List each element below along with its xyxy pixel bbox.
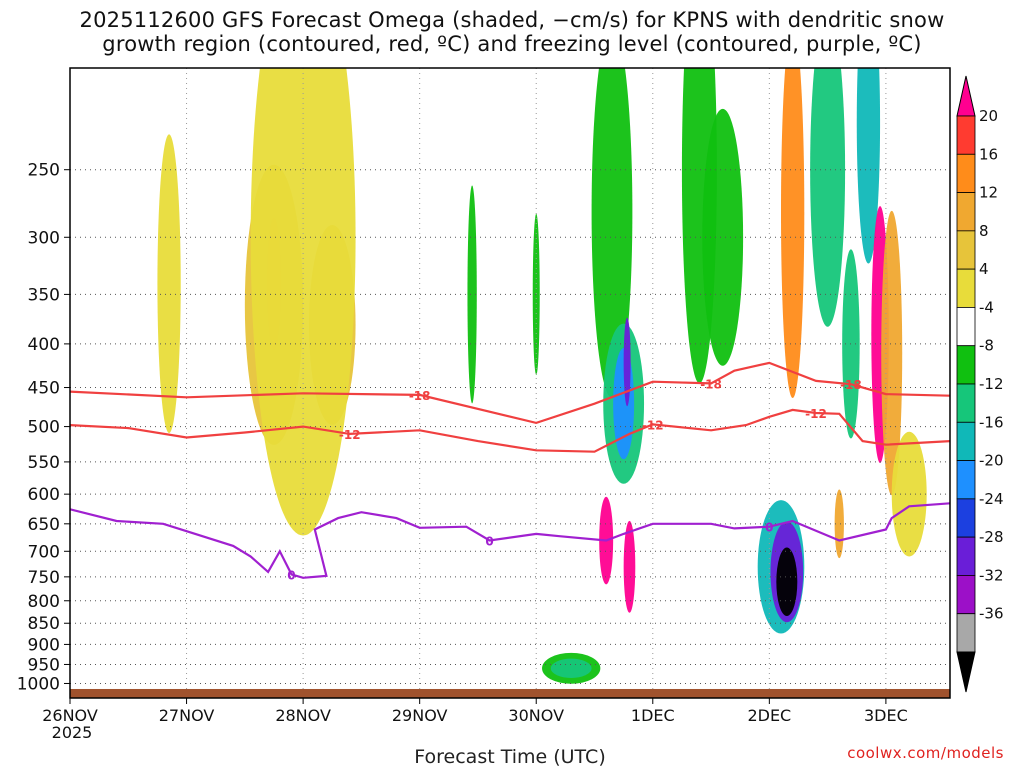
ground-surface	[70, 688, 950, 698]
site-credit[interactable]: coolwx.com/models	[847, 744, 1004, 762]
colorbar-swatch	[956, 268, 976, 308]
contour-line	[70, 408, 950, 453]
omega-shade-region	[623, 520, 636, 613]
contour-label: 0	[485, 535, 493, 549]
omega-shade-region	[780, 68, 805, 398]
omega-shade-region	[834, 489, 844, 559]
y-tick-label: 700	[28, 542, 60, 562]
x-tick-label: 28NOV	[275, 706, 331, 725]
omega-shade-region	[613, 348, 635, 460]
x-tick-label: 29NOV	[392, 706, 448, 725]
colorbar-bottom-triangle	[956, 651, 976, 693]
omega-shade-region	[157, 134, 181, 433]
colorbar-top-triangle	[956, 75, 976, 117]
colorbar-label: -4	[979, 298, 994, 316]
y-tick-label: 500	[28, 418, 60, 438]
omega-shade-region	[250, 68, 356, 536]
y-tick-label: 350	[28, 285, 60, 305]
colorbar-swatch	[956, 345, 976, 385]
colorbar-swatch	[956, 383, 976, 423]
contour-label: -12	[339, 428, 361, 442]
x-tick-label: 30NOV	[508, 706, 564, 725]
x-axis-label: Forecast Time (UTC)	[414, 746, 606, 768]
y-tick-label: 650	[28, 515, 60, 535]
y-tick-label: 550	[28, 453, 60, 473]
chart-title: 2025112600 GFS Forecast Omega (shaded, −…	[79, 8, 945, 32]
contour-label: 0	[287, 568, 295, 582]
contour-label: 0	[765, 521, 773, 535]
omega-shade-region	[623, 317, 631, 407]
colorbar-swatch	[956, 613, 976, 653]
contour-line	[70, 361, 950, 425]
chart-subtitle: growth region (contoured, red, ºC) and f…	[102, 32, 922, 56]
y-tick-label: 1000	[17, 674, 60, 694]
colorbar-swatch	[956, 460, 976, 500]
colorbar-swatch	[956, 230, 976, 270]
omega-shade-region	[810, 68, 846, 327]
colorbar-label: 16	[979, 145, 998, 163]
colorbar-label: -20	[979, 452, 1004, 470]
contour-label: -18	[409, 389, 431, 403]
omega-shade-region	[702, 108, 744, 366]
colorbar-label: 20	[979, 107, 998, 125]
omega-shade-region	[881, 210, 903, 496]
colorbar-swatch	[956, 575, 976, 615]
colorbar-swatch	[956, 536, 976, 576]
omega-shade-region	[591, 68, 633, 398]
y-tick-label: 850	[28, 614, 60, 634]
y-tick-label: 450	[28, 379, 60, 399]
colorbar-label: -28	[979, 528, 1004, 546]
y-tick-label: 250	[28, 161, 60, 181]
colorbar-swatch	[956, 307, 976, 347]
colorbar-label: -12	[979, 375, 1004, 393]
contour-label: -12	[805, 407, 827, 421]
colorbar-label: -36	[979, 605, 1004, 623]
contour-label: -18	[700, 377, 722, 391]
y-tick-label: 300	[28, 228, 60, 248]
contour-label: -18	[840, 378, 862, 392]
omega-shade-region	[891, 431, 927, 557]
contour-line	[70, 502, 950, 579]
omega-shade-region	[467, 185, 477, 404]
x-tick-label: 2DEC	[747, 706, 791, 725]
plot-frame	[69, 67, 951, 699]
colorbar-label: -32	[979, 566, 1004, 584]
colorbar-swatch	[956, 421, 976, 461]
x-year-label: 2025	[52, 723, 93, 742]
y-tick-label: 750	[28, 568, 60, 588]
colorbar-swatch	[956, 498, 976, 538]
y-tick-label: 950	[28, 655, 60, 675]
omega-shade-region	[856, 68, 881, 264]
colorbar-label: -24	[979, 490, 1004, 508]
colorbar-swatch	[956, 192, 976, 232]
y-tick-label: 400	[28, 335, 60, 355]
y-tick-label: 900	[28, 635, 60, 655]
colorbar-label: 8	[979, 222, 989, 240]
y-tick-label: 600	[28, 485, 60, 505]
omega-shade-region	[776, 547, 798, 616]
colorbar-swatch	[956, 115, 976, 155]
x-tick-label: 26NOV	[42, 706, 98, 725]
x-tick-label: 1DEC	[631, 706, 675, 725]
omega-shade-region	[532, 213, 540, 376]
colorbar-label: -16	[979, 413, 1004, 431]
omega-shade-region	[550, 658, 592, 678]
colorbar-label: 12	[979, 184, 998, 202]
x-tick-label: 27NOV	[159, 706, 215, 725]
x-tick-label: 3DEC	[864, 706, 908, 725]
y-tick-label: 800	[28, 592, 60, 612]
contour-label: -12	[642, 418, 664, 432]
colorbar-swatch	[956, 153, 976, 193]
colorbar-label: -8	[979, 337, 994, 355]
colorbar-label: 4	[979, 260, 989, 278]
